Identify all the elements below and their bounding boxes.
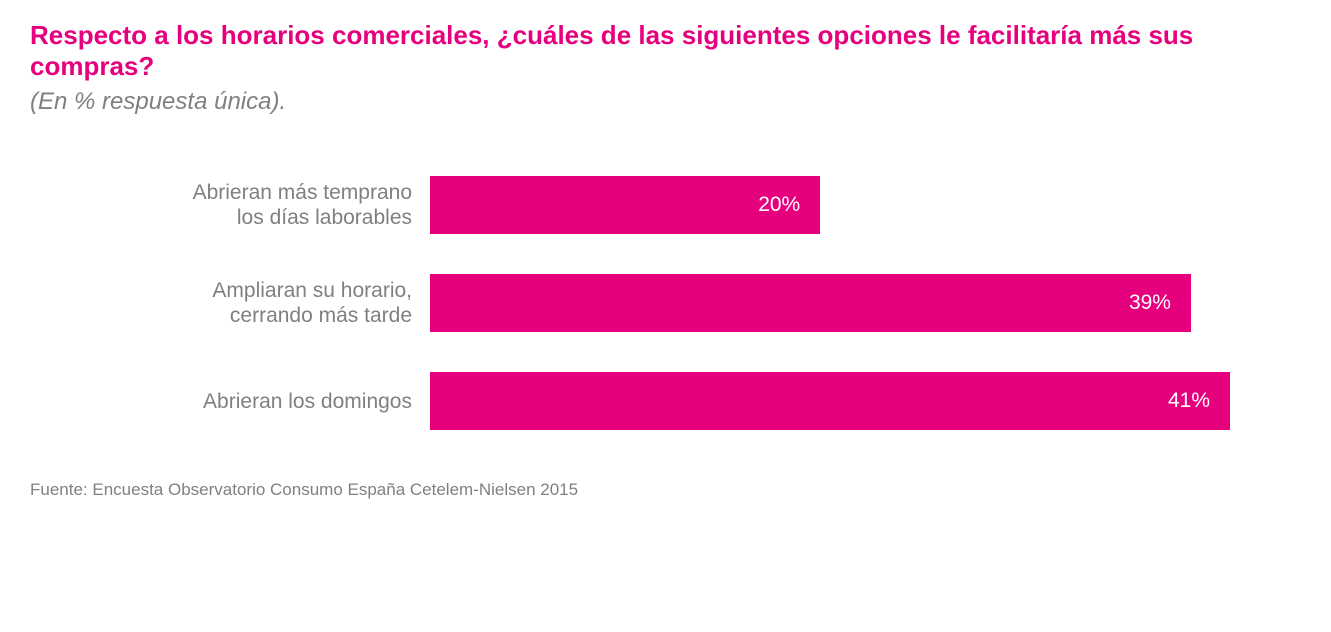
bar-value: 39% [1129, 291, 1171, 315]
bar-label: Abrieran los domingos [30, 389, 430, 414]
chart-subtitle: (En % respuesta única). [30, 88, 1301, 116]
chart-source: Fuente: Encuesta Observatorio Consumo Es… [30, 480, 1301, 500]
bar-track: 39% [430, 274, 1301, 332]
bar-row: Ampliaran su horario,cerrando más tarde … [30, 274, 1301, 332]
bar-row: Abrieran los domingos 41% [30, 372, 1301, 430]
bar-label: Ampliaran su horario,cerrando más tarde [30, 278, 430, 328]
bar-fill: 41% [430, 372, 1230, 430]
bar-value: 20% [758, 193, 800, 217]
bar-fill: 20% [430, 176, 820, 234]
bar-track: 41% [430, 372, 1301, 430]
chart-title: Respecto a los horarios comerciales, ¿cu… [30, 20, 1301, 82]
bar-track: 20% [430, 176, 1301, 234]
bar-value: 41% [1168, 389, 1210, 413]
bar-label: Abrieran más tempranolos días laborables [30, 180, 430, 230]
bar-chart: Abrieran más tempranolos días laborables… [30, 176, 1301, 430]
bar-fill: 39% [430, 274, 1191, 332]
bar-row: Abrieran más tempranolos días laborables… [30, 176, 1301, 234]
